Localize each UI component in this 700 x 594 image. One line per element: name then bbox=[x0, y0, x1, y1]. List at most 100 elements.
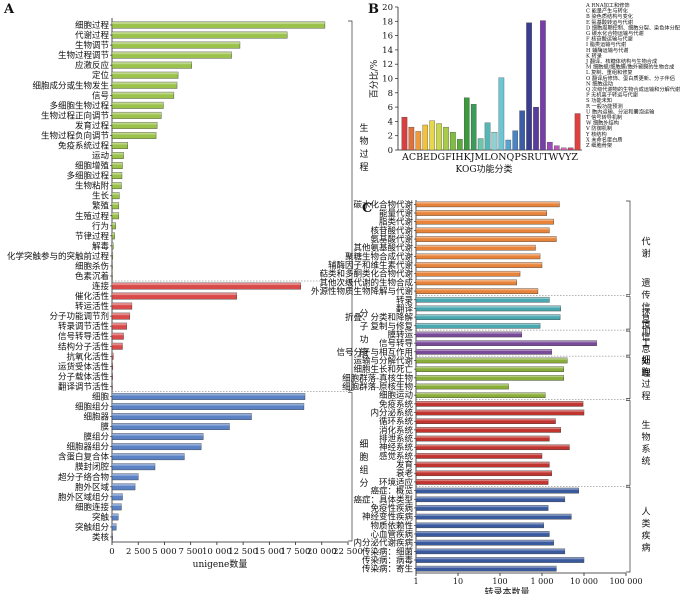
bar-c-shine bbox=[416, 305, 561, 308]
bar-a-shine bbox=[112, 292, 237, 296]
bar-a bbox=[111, 101, 164, 109]
bar-c bbox=[415, 565, 557, 572]
bar-c bbox=[415, 340, 597, 346]
bar-a-body bbox=[111, 111, 162, 119]
bar-c bbox=[415, 375, 564, 381]
group-label-c-char: 类 bbox=[641, 518, 650, 530]
bar-a-shine bbox=[112, 262, 113, 265]
category-label-c: 免疫系统 bbox=[379, 399, 414, 410]
bar-a-shine bbox=[112, 523, 117, 526]
category-label-a: 解毒 bbox=[92, 241, 110, 252]
bar-c bbox=[415, 383, 509, 390]
bar-b bbox=[422, 124, 429, 151]
bar-c-body bbox=[415, 331, 522, 338]
bar-b-body bbox=[540, 20, 546, 151]
bar-a-body bbox=[111, 71, 179, 79]
legend-entry-b: G 碳水化合物运输与代谢 bbox=[586, 29, 644, 37]
group-label-c-char: 物 bbox=[641, 431, 650, 443]
bar-a-shine bbox=[112, 513, 119, 516]
category-label-a: 生长 bbox=[92, 191, 110, 202]
category-label-c: 翻译 bbox=[396, 304, 414, 314]
bar-a-shine bbox=[112, 423, 230, 426]
bar-c bbox=[415, 227, 550, 234]
bar-c-shine bbox=[416, 349, 552, 352]
bar-a bbox=[111, 372, 113, 380]
bar-a-body bbox=[111, 322, 127, 330]
category-label-a: 翻译调节活性 bbox=[58, 381, 110, 392]
bar-c bbox=[415, 487, 579, 494]
bar-a-body bbox=[111, 372, 113, 380]
category-label-c: 细胞群落-真核生物 bbox=[342, 373, 413, 384]
tick-label-a: 5 000 bbox=[152, 547, 176, 557]
bar-b bbox=[512, 130, 519, 151]
bar-a bbox=[111, 342, 123, 350]
bar-a bbox=[111, 493, 123, 501]
bar-a-shine bbox=[112, 51, 232, 55]
bar-a-shine bbox=[112, 332, 124, 336]
group-bracket-c bbox=[626, 486, 631, 573]
axis-title-b-x: KOG功能分类 bbox=[455, 163, 512, 175]
category-label-a: 定位 bbox=[92, 70, 110, 81]
bar-c-body bbox=[415, 305, 561, 312]
bar-c-shine bbox=[416, 427, 561, 430]
bar-c-body bbox=[415, 557, 585, 563]
bar-a bbox=[111, 162, 123, 169]
bar-a-shine bbox=[112, 232, 115, 235]
bar-a-body bbox=[111, 242, 114, 250]
bar-c-shine bbox=[416, 505, 549, 508]
bar-a-body bbox=[111, 533, 113, 541]
bar-c-shine bbox=[416, 487, 579, 490]
bar-c-shine bbox=[416, 314, 561, 317]
bar-c-body bbox=[415, 288, 539, 294]
bar-c-body bbox=[415, 375, 564, 381]
bar-a-body bbox=[111, 142, 128, 149]
tick-label-b: 6 bbox=[388, 103, 393, 113]
bar-a-body bbox=[111, 282, 302, 290]
bar-c-shine bbox=[416, 340, 597, 343]
category-label-a: 信号 bbox=[92, 90, 109, 101]
category-label-c: 排泄系统 bbox=[379, 434, 414, 445]
bar-a-body bbox=[111, 483, 136, 491]
group-label-a-char: 分 bbox=[359, 478, 368, 489]
bar-c bbox=[415, 288, 539, 294]
bar-a-body bbox=[111, 272, 113, 280]
legend-entry-b: O 翻译后修饰、蛋白质更新、分子伴侣 bbox=[586, 74, 675, 82]
category-label-c: 环境适应 bbox=[379, 477, 414, 488]
tick-label-a: 15 000 bbox=[254, 547, 284, 557]
bar-c-body bbox=[415, 409, 585, 416]
bar-a-body bbox=[111, 473, 139, 481]
bar-b bbox=[470, 104, 477, 151]
bar-c-body bbox=[415, 479, 549, 485]
group-label-c-char: 统 bbox=[641, 455, 650, 467]
legend-entry-b: U 胞内运输、分泌和囊泡运输 bbox=[586, 107, 655, 115]
group-label-a-char: 细 bbox=[359, 438, 368, 450]
bar-a bbox=[111, 282, 302, 290]
category-label-a: 信号转导活性 bbox=[58, 331, 110, 342]
bar-b-body bbox=[408, 126, 415, 151]
group-label-a-char: 生 bbox=[359, 122, 368, 134]
category-label-a: 细胞增殖 bbox=[75, 161, 110, 172]
bar-b bbox=[540, 20, 546, 151]
group-bracket-c bbox=[626, 200, 631, 295]
bar-c bbox=[415, 496, 566, 503]
bar-a-shine bbox=[112, 252, 113, 255]
category-label-a: 细胞器组分 bbox=[66, 442, 109, 453]
bar-a-shine bbox=[112, 212, 119, 215]
tick-label-c: 10 000 bbox=[570, 577, 598, 586]
bar-a-body bbox=[111, 403, 305, 410]
bar-a bbox=[111, 453, 185, 461]
bar-a-shine bbox=[112, 82, 178, 85]
bar-a bbox=[111, 503, 122, 511]
tick-label-c: 10 bbox=[453, 577, 463, 586]
bar-b-body bbox=[415, 131, 422, 151]
group-label-c-char: 程 bbox=[641, 391, 650, 402]
bar-a-body bbox=[111, 262, 113, 270]
bar-a-shine bbox=[112, 41, 240, 45]
bar-b-body bbox=[422, 124, 429, 151]
group-label-a: 细胞组分 bbox=[359, 438, 368, 489]
group-label-c-char: 疾 bbox=[641, 530, 650, 542]
bar-b-body bbox=[547, 141, 553, 151]
group-bracket-c bbox=[626, 296, 631, 330]
category-label-c: 循环系统 bbox=[379, 416, 414, 427]
